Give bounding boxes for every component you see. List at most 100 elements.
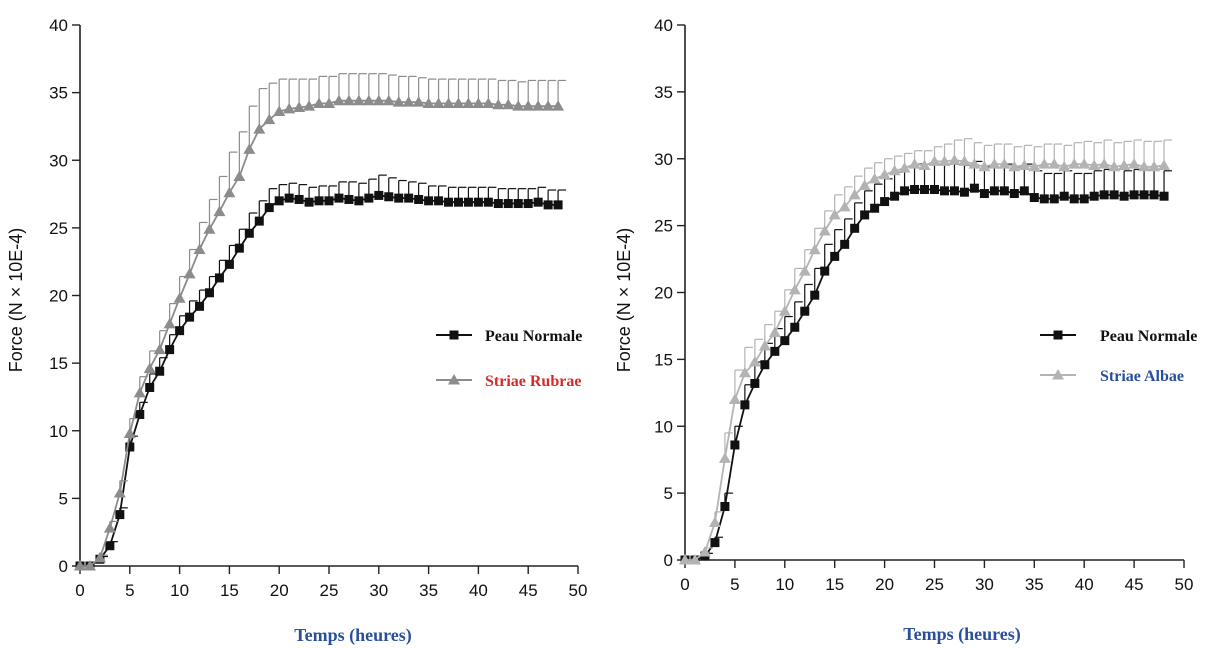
data-point: [968, 158, 981, 169]
data-point: [374, 190, 384, 200]
data-point: [1109, 190, 1119, 200]
legend-label: Striae Rubrae: [485, 373, 581, 390]
data-point: [542, 100, 555, 111]
data-point: [452, 97, 465, 108]
data-point: [988, 158, 1001, 169]
data-point: [828, 208, 841, 220]
data-point: [264, 203, 274, 213]
data-point: [788, 283, 801, 295]
data-point: [74, 560, 86, 571]
y-tick-label: 20: [654, 284, 673, 303]
data-point: [394, 193, 404, 203]
data-point: [313, 97, 326, 108]
data-point: [434, 196, 444, 206]
data-point: [1089, 191, 1099, 201]
data-point: [890, 191, 900, 201]
series-striae-rubrae: [74, 73, 567, 571]
data-point: [185, 312, 195, 322]
data-point: [800, 306, 810, 316]
series-striae-albae: [679, 138, 1173, 565]
y-axis-title: Force (N × 10E-4): [6, 228, 26, 373]
data-point: [323, 97, 335, 108]
data-point: [543, 200, 553, 210]
series-peau-normale: [680, 160, 1173, 565]
x-tick-label: 0: [680, 575, 689, 594]
data-point: [910, 185, 920, 195]
data-point: [948, 154, 961, 165]
data-point: [748, 356, 761, 367]
x-tick-label: 35: [1025, 575, 1044, 594]
x-tick-label: 20: [875, 575, 894, 594]
y-tick-label: 15: [654, 350, 673, 369]
data-point: [738, 366, 751, 378]
data-point: [900, 186, 910, 196]
data-point: [253, 123, 266, 134]
data-point: [1078, 158, 1091, 169]
data-point: [304, 197, 314, 207]
data-point: [404, 193, 414, 203]
y-tick-label: 10: [49, 422, 68, 441]
y-tick-label: 20: [49, 287, 68, 306]
data-point: [750, 378, 760, 388]
x-tick-label: 15: [825, 575, 844, 594]
data-point: [908, 158, 921, 169]
data-point: [362, 94, 375, 106]
data-point: [778, 305, 791, 316]
data-point: [533, 197, 543, 207]
x-tick-label: 45: [519, 581, 538, 600]
data-point: [978, 160, 991, 172]
data-point: [818, 224, 831, 236]
x-tick-label: 5: [730, 575, 739, 594]
data-point: [1018, 159, 1031, 170]
data-point: [195, 301, 205, 311]
y-tick-label: 10: [654, 417, 673, 436]
data-point: [512, 100, 525, 111]
data-point: [918, 159, 931, 170]
x-tick-label: 40: [469, 581, 488, 600]
data-point: [483, 197, 493, 207]
x-axis-title: Temps (heures): [903, 624, 1021, 645]
data-point: [939, 186, 949, 196]
data-point: [898, 162, 911, 173]
data-point: [93, 551, 106, 563]
data-point: [850, 223, 860, 233]
legend-marker: [449, 330, 459, 340]
data-point: [1008, 160, 1021, 172]
data-point: [679, 554, 691, 565]
x-tick-label: 35: [419, 581, 438, 600]
data-point: [153, 343, 166, 355]
x-tick-label: 10: [775, 575, 794, 594]
data-point: [989, 186, 999, 196]
data-point: [1038, 158, 1051, 169]
data-point: [83, 560, 96, 571]
data-point: [352, 94, 365, 106]
data-point: [708, 516, 721, 528]
data-point: [354, 196, 364, 206]
data-point: [254, 216, 264, 226]
data-point: [1159, 191, 1169, 201]
data-point: [1058, 160, 1071, 172]
data-point: [145, 382, 155, 392]
legend-label: Peau Normale: [485, 328, 582, 345]
data-point: [1148, 160, 1161, 172]
data-point: [422, 97, 435, 108]
data-point: [243, 143, 256, 154]
data-point: [273, 105, 286, 117]
legend-label: Peau Normale: [1100, 328, 1197, 345]
data-point: [263, 113, 276, 125]
data-point: [860, 210, 870, 220]
x-tick-label: 0: [75, 581, 84, 600]
chart-left: 0 5 10 15 20 25 30 35 40 0 5 10 15 20 25 30 35 40 45 50 Temp…: [6, 16, 587, 646]
data-point: [193, 243, 206, 255]
y-tick-label: 15: [49, 354, 68, 373]
data-point: [1069, 194, 1079, 204]
data-point: [203, 223, 216, 234]
data-point: [113, 486, 126, 498]
data-point: [522, 100, 535, 111]
data-point: [143, 362, 156, 374]
legend-marker: [1053, 330, 1063, 340]
data-point: [1099, 190, 1109, 200]
x-tick-label: 10: [170, 581, 189, 600]
data-point: [830, 251, 840, 261]
data-point: [1088, 159, 1101, 170]
